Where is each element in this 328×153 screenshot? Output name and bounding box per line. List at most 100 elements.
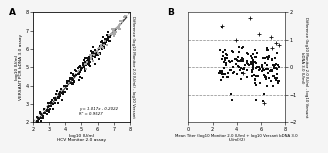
Point	[72, 75, 77, 77]
Point	[45, 110, 50, 112]
Point	[53, 99, 58, 101]
Point	[229, 60, 235, 63]
Point	[61, 93, 66, 95]
Point	[100, 36, 105, 38]
Point	[230, 50, 235, 52]
Point	[88, 57, 93, 60]
Point	[38, 120, 44, 123]
Point	[70, 83, 75, 85]
Point	[88, 61, 93, 63]
Point	[261, 68, 267, 71]
Point	[87, 56, 92, 59]
Point	[82, 61, 87, 63]
Point	[242, 63, 248, 66]
Point	[222, 59, 228, 62]
Point	[233, 58, 238, 60]
Point	[91, 60, 96, 63]
Point	[96, 47, 101, 50]
Point	[64, 85, 70, 87]
Point	[108, 40, 113, 42]
Point	[222, 61, 227, 63]
Point	[86, 64, 92, 67]
Point	[101, 47, 106, 49]
Point	[84, 64, 89, 67]
Point	[82, 68, 87, 70]
Point	[35, 120, 40, 122]
Point	[88, 58, 93, 60]
Point	[98, 44, 103, 46]
Point	[92, 49, 98, 51]
Point	[272, 57, 277, 59]
Point	[78, 76, 83, 78]
Point	[264, 47, 270, 49]
Point	[245, 53, 251, 55]
Point	[219, 78, 224, 81]
Point	[105, 31, 110, 33]
Point	[239, 57, 244, 60]
Point	[111, 28, 116, 30]
Point	[229, 69, 234, 71]
Point	[100, 42, 106, 44]
Point	[77, 71, 82, 74]
Point	[92, 62, 97, 65]
Point	[35, 120, 40, 122]
Point	[105, 39, 110, 41]
Point	[222, 72, 227, 75]
Point	[269, 58, 275, 60]
Point	[263, 76, 268, 78]
Point	[228, 69, 233, 72]
Point	[116, 25, 121, 28]
Point	[262, 75, 267, 77]
Point	[266, 77, 272, 79]
Point	[223, 63, 228, 65]
Point	[71, 81, 76, 83]
Point	[224, 63, 229, 66]
Point	[61, 85, 67, 87]
Point	[119, 20, 125, 22]
Point	[265, 85, 270, 87]
Point	[57, 93, 62, 95]
Point	[116, 26, 122, 28]
Point	[233, 39, 238, 41]
Point	[94, 54, 99, 56]
Point	[268, 69, 273, 72]
Point	[254, 75, 259, 77]
Point	[269, 59, 274, 61]
Point	[238, 69, 243, 72]
Point	[222, 72, 227, 75]
Point	[232, 71, 237, 73]
Text: B: B	[167, 8, 174, 17]
Point	[217, 70, 222, 72]
Point	[223, 62, 228, 64]
Point	[76, 72, 81, 75]
Point	[226, 59, 231, 62]
Point	[63, 85, 69, 87]
Point	[101, 45, 107, 47]
Point	[247, 64, 252, 66]
Point	[225, 72, 230, 74]
Point	[259, 66, 265, 68]
Point	[241, 59, 246, 62]
Point	[89, 52, 94, 54]
Point	[104, 41, 109, 43]
Point	[220, 51, 225, 53]
Point	[254, 84, 259, 87]
Point	[254, 62, 259, 65]
Point	[257, 82, 263, 84]
Point	[106, 40, 111, 43]
Point	[85, 57, 90, 59]
Point	[266, 71, 271, 74]
Point	[105, 34, 110, 36]
Point	[256, 69, 261, 71]
Point	[82, 69, 87, 71]
Point	[50, 103, 55, 106]
Point	[102, 39, 108, 42]
Point	[71, 79, 76, 81]
Point	[72, 69, 78, 71]
Point	[249, 71, 254, 73]
Point	[107, 36, 112, 38]
Point	[33, 126, 39, 128]
Point	[244, 76, 249, 78]
Point	[267, 56, 272, 58]
Point	[64, 88, 70, 91]
